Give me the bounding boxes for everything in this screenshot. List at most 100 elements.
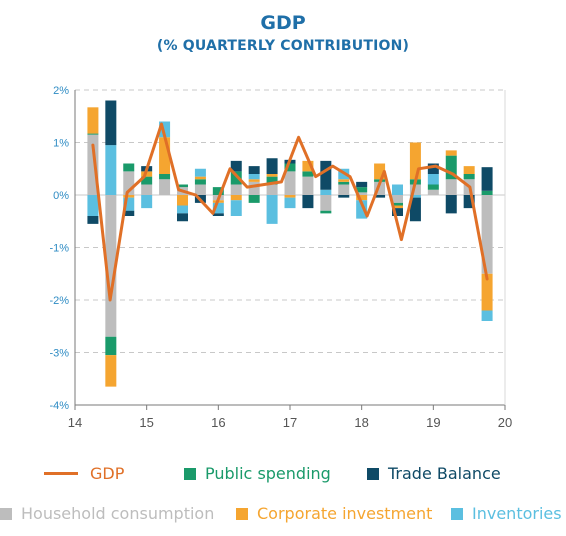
bar-household [338,184,350,195]
x-tick-label: 16 [211,415,225,430]
y-tick-label: -1% [49,243,69,255]
x-tick-label: 15 [139,415,153,430]
bar-corporate [123,195,135,198]
legend-item-public-spending: Public spending [184,464,331,483]
bar-public [481,190,493,195]
bar-public [463,174,475,180]
legend-item-corporate-investment: Corporate investment [236,504,432,523]
bar-inventories [230,200,242,216]
bar-inventories [87,195,99,216]
bar-household [392,195,403,203]
bar-household [105,195,117,337]
bar-household [445,179,457,195]
bar-public [105,336,117,356]
bar-public [123,163,135,172]
legend-swatch-inventories [451,507,463,520]
bar-inventories [248,174,260,180]
legend-item-inventories: Inventories [451,504,562,523]
bar-corporate [230,195,242,201]
bar-trade [177,213,188,222]
legend-swatch-public-spending [184,467,196,480]
gdp-line [91,122,489,302]
bar-household [409,184,421,195]
bar-trade [266,158,278,174]
bar-household [374,181,386,195]
bar-corporate [374,163,386,180]
bar-public [427,184,439,190]
chart-title: GDP [260,12,306,34]
bar-inventories [123,197,135,211]
bar-corporate [177,195,188,206]
bar-inventories [141,195,153,209]
bar-household [356,192,368,195]
bar-inventories [284,197,296,209]
bar-corporate [463,166,475,174]
bar-public [141,176,153,185]
x-tick-label: 17 [283,415,297,430]
bar-public [356,187,368,193]
x-tick-label: 20 [498,415,512,430]
chart-subtitle: (% QUARTERLY CONTRIBUTION) [156,38,410,54]
bar-household [159,179,171,195]
bar-inventories [427,174,439,185]
bar-trade [302,195,314,209]
bar-trade [212,213,224,216]
bar-public [177,184,188,188]
bar-corporate [87,107,99,134]
bar-trade [445,195,457,214]
bar-trade [481,167,493,191]
bar-public [338,181,350,185]
bar-trade [427,163,439,174]
x-tick-label: 14 [68,415,82,430]
legend-label-gdp: GDP [90,464,125,483]
bar-trade [320,160,332,190]
bar-corporate [338,179,350,182]
legend-label-public-spending: Public spending [205,464,331,483]
x-tick-label: 18 [354,415,368,430]
bar-corporate [481,273,493,311]
bar-household [141,184,153,195]
bar-trade [463,195,475,209]
bar-public [194,179,206,185]
bar-household [248,181,260,195]
bar-trade [105,100,117,146]
bar-household [302,176,314,195]
bar-household [320,195,332,211]
bar-trade [87,216,99,224]
bar-trade [338,195,350,198]
bar-household [284,171,296,195]
bar-household [194,184,206,195]
bar-household [87,134,99,195]
legend-label-inventories: Inventories [472,504,562,523]
bar-trade [409,197,421,222]
legend-label-corporate-investment: Corporate investment [257,504,433,523]
bar-corporate [105,355,117,387]
bar-public [87,133,99,135]
bar-public [212,187,224,195]
legend-item-household-consumption: Household consumption [0,504,214,523]
bar-inventories [356,200,368,219]
bar-trade [248,166,260,174]
legend-label-household-consumption: Household consumption [21,504,215,523]
bar-corporate [302,160,314,172]
bar-corporate [194,176,206,180]
bar-trade [123,210,135,216]
bar-corporate [392,205,403,209]
bar-household [230,184,242,195]
bar-corporate [248,179,260,182]
legend-swatch-trade-balance [367,467,379,480]
bar-public [284,163,296,172]
bar-inventories [266,195,278,224]
y-tick-label: -4% [49,400,69,412]
y-tick-label: -3% [49,348,69,360]
bar-public [392,202,403,206]
y-tick-label: -2% [49,295,69,307]
legend-swatch-corporate-investment [236,507,248,520]
bar-household [266,184,278,195]
bar-trade [374,195,386,198]
bar-public [230,171,242,185]
bar-corporate [445,150,457,156]
bar-inventories [194,168,206,177]
bar-inventories [105,145,117,195]
bar-inventories [177,205,188,214]
